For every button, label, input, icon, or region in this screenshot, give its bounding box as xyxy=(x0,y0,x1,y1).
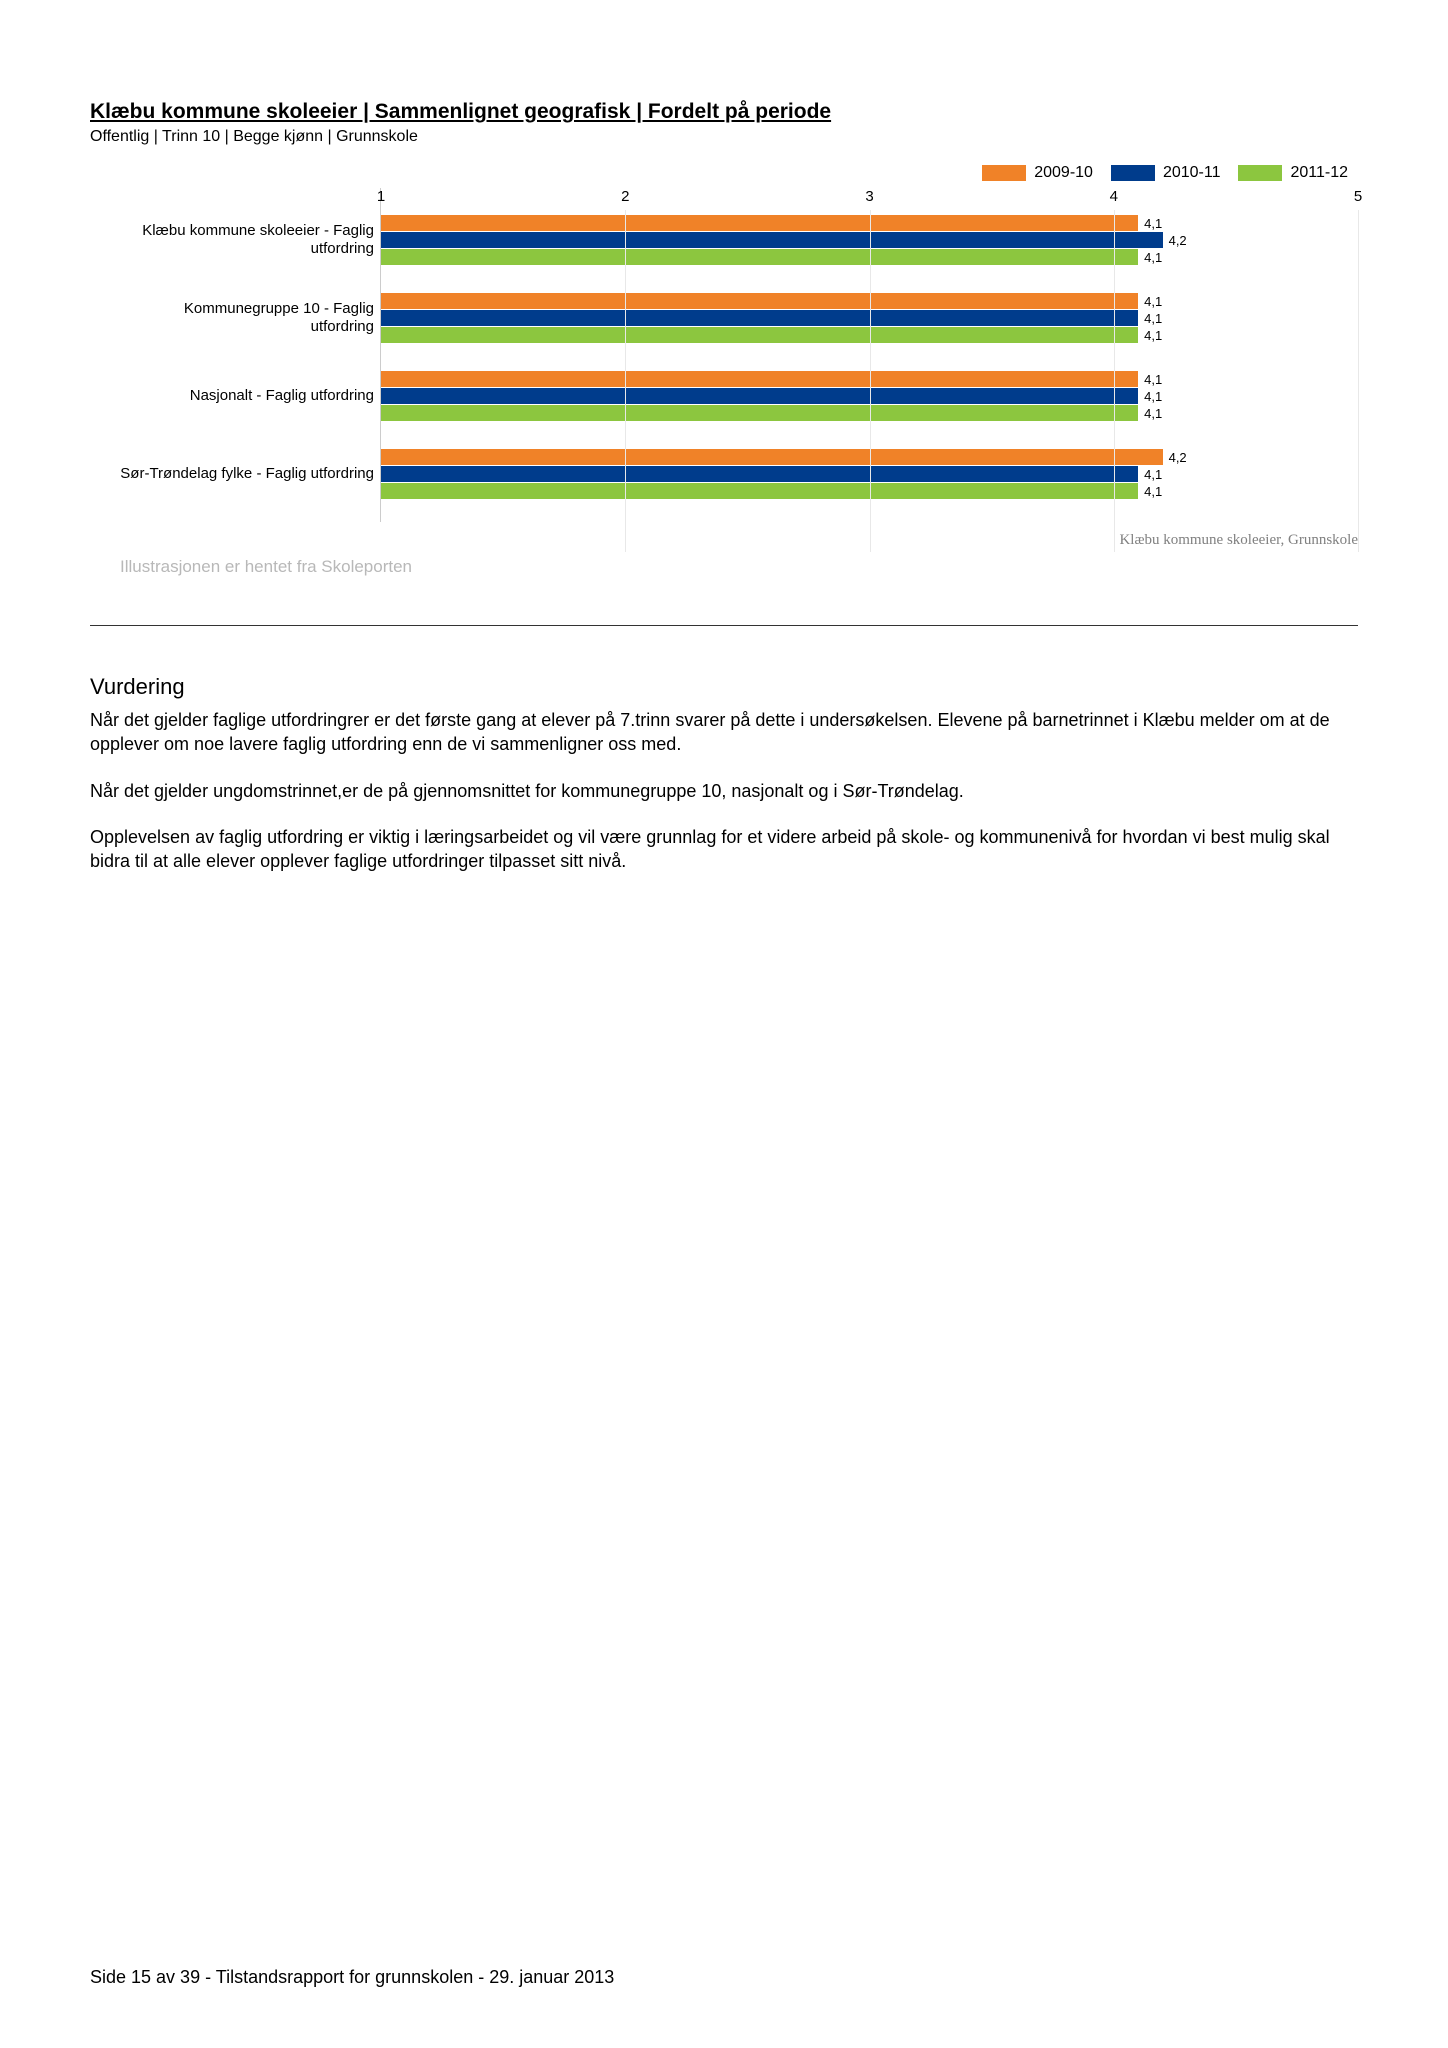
section-divider xyxy=(90,625,1358,626)
chart-caption-right: Klæbu kommune skoleeier, Grunnskole xyxy=(120,532,1358,549)
body-paragraph: Når det gjelder faglige utfordringrer er… xyxy=(90,708,1358,757)
chart-bar-value: 4,2 xyxy=(1169,450,1187,465)
axis-tick: 2 xyxy=(621,188,629,205)
chart-category-label: Kommunegruppe 10 - Faglig utfordring xyxy=(120,288,380,348)
chart-bar-value: 4,1 xyxy=(1144,311,1162,326)
legend-swatch xyxy=(1111,165,1155,181)
body-paragraph: Opplevelsen av faglig utfordring er vikt… xyxy=(90,825,1358,874)
legend-swatch xyxy=(1238,165,1282,181)
gridline xyxy=(1114,210,1115,552)
legend-label: 2009-10 xyxy=(1034,164,1093,182)
chart-category-label: Sør-Trøndelag fylke - Faglig utfordring xyxy=(120,444,380,504)
body-paragraph: Når det gjelder ungdomstrinnet,er de på … xyxy=(90,779,1358,803)
chart-bar xyxy=(381,388,1138,404)
chart-bar xyxy=(381,232,1163,248)
chart-bar-value: 4,1 xyxy=(1144,406,1162,421)
chart-bar xyxy=(381,293,1138,309)
chart-legend: 2009-10 2010-11 2011-12 xyxy=(120,164,1358,182)
page-title: Klæbu kommune skoleeier | Sammenlignet g… xyxy=(90,100,1358,124)
chart-container: 2009-10 2010-11 2011-12 Klæbu kommune skol… xyxy=(120,164,1358,577)
chart-bar xyxy=(381,249,1138,265)
page-subtitle: Offentlig | Trinn 10 | Begge kjønn | Gru… xyxy=(90,128,1358,146)
legend-label: 2010-11 xyxy=(1163,164,1221,182)
chart-category-label: Klæbu kommune skoleeier - Faglig utfordr… xyxy=(120,210,380,270)
chart-bar xyxy=(381,327,1138,343)
chart-bar xyxy=(381,466,1138,482)
chart-bar-value: 4,1 xyxy=(1144,294,1162,309)
chart-category-label: Nasjonalt - Faglig utfordring xyxy=(120,366,380,426)
legend-item: 2011-12 xyxy=(1238,164,1348,182)
chart-bar xyxy=(381,371,1138,387)
bar-chart: Klæbu kommune skoleeier - Faglig utfordr… xyxy=(120,188,1358,522)
legend-item: 2010-11 xyxy=(1111,164,1221,182)
chart-bar-value: 4,1 xyxy=(1144,389,1162,404)
chart-bar xyxy=(381,215,1138,231)
chart-bar xyxy=(381,483,1138,499)
chart-bar-value: 4,1 xyxy=(1144,467,1162,482)
chart-bar xyxy=(381,405,1138,421)
chart-bar xyxy=(381,310,1138,326)
axis-tick: 5 xyxy=(1354,188,1362,205)
chart-bar xyxy=(381,449,1163,465)
chart-bar-value: 4,1 xyxy=(1144,328,1162,343)
legend-item: 2009-10 xyxy=(982,164,1093,182)
chart-bar-value: 4,2 xyxy=(1169,233,1187,248)
chart-bar-value: 4,1 xyxy=(1144,372,1162,387)
axis-tick: 3 xyxy=(865,188,873,205)
chart-bar-value: 4,1 xyxy=(1144,250,1162,265)
gridline xyxy=(625,210,626,552)
chart-bar-value: 4,1 xyxy=(1144,484,1162,499)
page-footer: Side 15 av 39 - Tilstandsrapport for gru… xyxy=(90,1967,614,1988)
axis-tick: 1 xyxy=(377,188,385,205)
legend-swatch xyxy=(982,165,1026,181)
chart-caption-left: Illustrasjonen er hentet fra Skoleporten xyxy=(120,557,1358,577)
axis-tick: 4 xyxy=(1110,188,1118,205)
legend-label: 2011-12 xyxy=(1290,164,1348,182)
section-heading: Vurdering xyxy=(90,674,1358,700)
gridline xyxy=(1358,210,1359,552)
gridline xyxy=(870,210,871,552)
chart-bar-value: 4,1 xyxy=(1144,216,1162,231)
